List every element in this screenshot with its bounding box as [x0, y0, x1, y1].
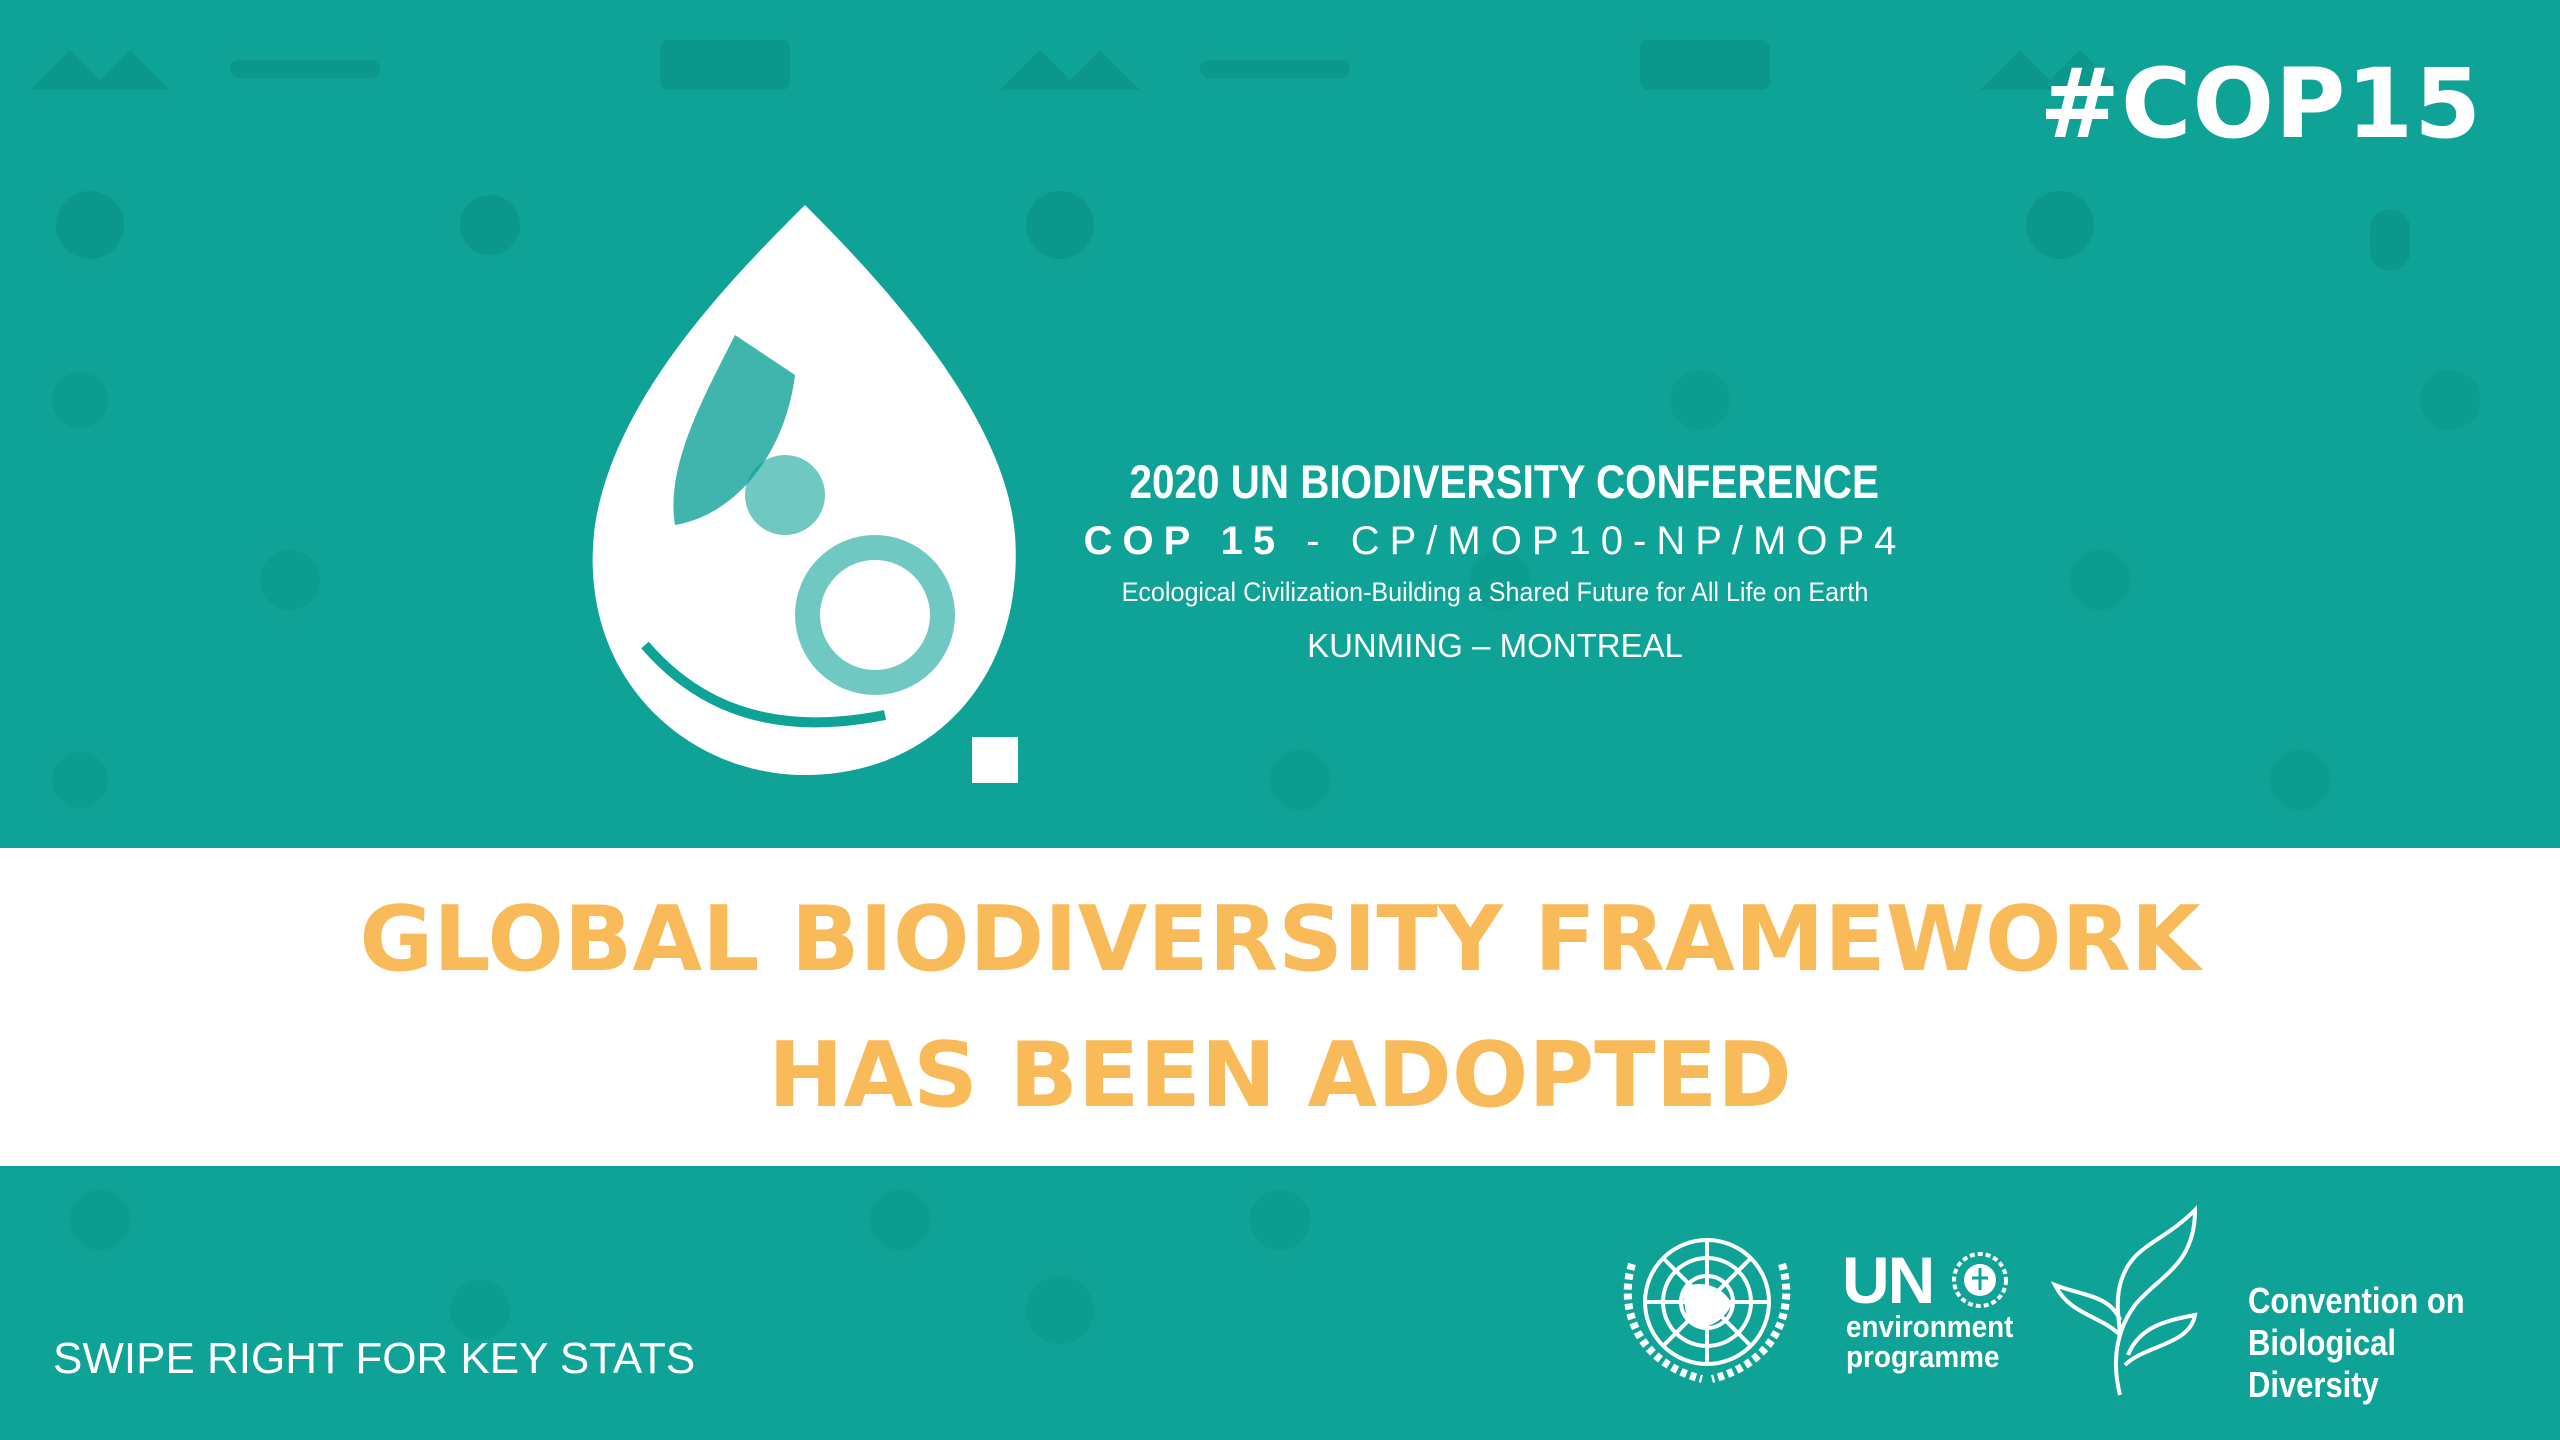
- unep-line-2: programme: [1846, 1339, 2000, 1374]
- headline-line-1: GLOBAL BIODIVERSITY FRAMEWORK: [359, 887, 2201, 992]
- conference-tagline: Ecological Civilization-Building a Share…: [1121, 577, 1869, 607]
- headline-band: GLOBAL BIODIVERSITY FRAMEWORK HAS BEEN A…: [0, 848, 2560, 1166]
- swipe-hint: SWIPE RIGHT FOR KEY STATS: [53, 1334, 696, 1383]
- cbd-line-2: Biological Diversity: [2248, 1322, 2396, 1405]
- unep-emblem-icon: [1952, 1252, 2008, 1308]
- conference-info: 2020 UN BIODIVERSITY CONFERENCE COP 15 -…: [1070, 452, 1920, 678]
- conference-title: 2020 UN BIODIVERSITY CONFERENCE: [1129, 455, 1879, 508]
- cop15-drop-logo: [592, 205, 1022, 787]
- conference-cities: KUNMING – MONTREAL: [1307, 627, 1683, 664]
- headline-line-2: HAS BEEN ADOPTED: [768, 1023, 1792, 1128]
- unep-un-text: UN: [1842, 1243, 1935, 1317]
- conference-sessions: COP 15 - CP/MOP10-NP/MOP4: [1070, 512, 1920, 570]
- cbd-leaf-icon: [2050, 1205, 2198, 1396]
- cop-label: COP 15: [1083, 519, 1286, 563]
- cbd-name: Convention on Biological Diversity: [2248, 1280, 2516, 1406]
- unep-line-1: environment: [1846, 1309, 2014, 1344]
- unep-text: environment programme: [1846, 1309, 2014, 1374]
- cop-rest: - CP/MOP10-NP/MOP4: [1285, 519, 1907, 563]
- cbd-line-1: Convention on: [2248, 1280, 2465, 1321]
- unep-logo: UN environment programme: [1842, 1243, 2022, 1378]
- hashtag: #COP15: [2039, 48, 2482, 160]
- un-emblem-icon: [1623, 1238, 1791, 1383]
